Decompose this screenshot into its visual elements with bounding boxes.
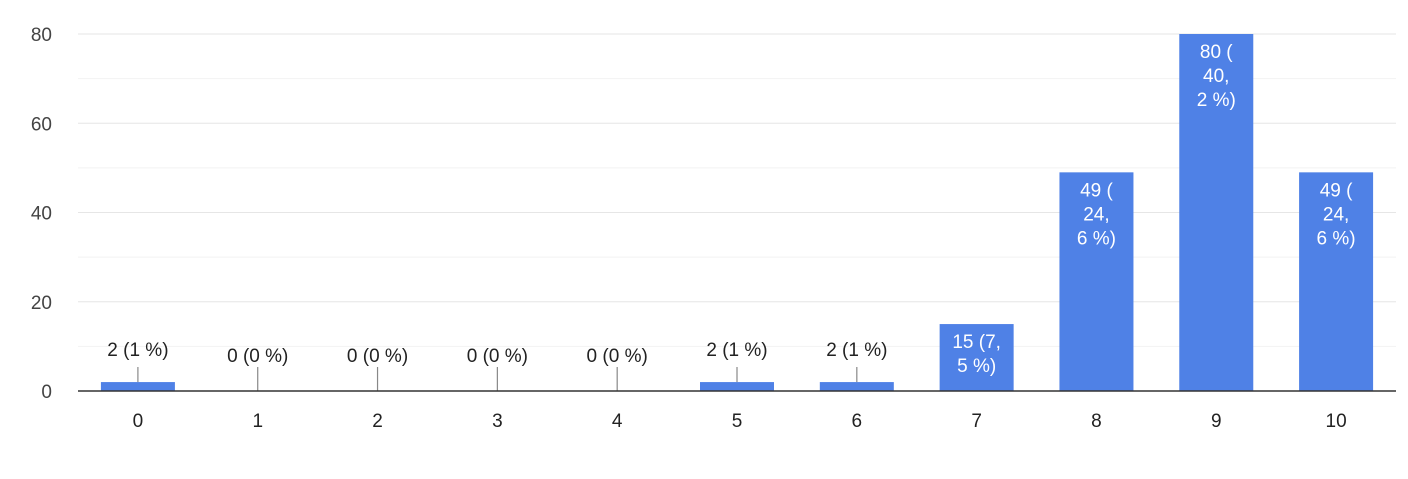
y-tick-label: 40: [31, 204, 52, 225]
y-tick-label: 0: [41, 382, 52, 403]
x-tick-label: 1: [252, 411, 263, 432]
y-tick-label: 20: [31, 293, 52, 314]
data-label: 2 (1 %): [826, 340, 887, 361]
bar: [700, 382, 774, 391]
x-tick-label: 4: [612, 411, 623, 432]
x-tick-label: 8: [1091, 411, 1102, 432]
bar: [819, 382, 894, 391]
x-tick-label: 7: [971, 411, 982, 432]
x-tick-label: 0: [133, 411, 144, 432]
data-label: 24,: [1083, 204, 1109, 225]
y-tick-label: 80: [31, 25, 52, 46]
x-tick-label: 10: [1326, 411, 1347, 432]
x-tick-label: 9: [1211, 411, 1222, 432]
x-tick-label: 3: [492, 411, 503, 432]
data-label: 2 (1 %): [706, 340, 767, 361]
bar: [1059, 172, 1134, 391]
bar: [1299, 172, 1374, 391]
data-label: 49 (: [1320, 180, 1353, 201]
data-label: 0 (0 %): [467, 346, 528, 367]
y-tick-label: 60: [31, 114, 52, 135]
x-tick-label: 6: [852, 411, 863, 432]
data-label: 0 (0 %): [227, 346, 288, 367]
bar: [939, 324, 1014, 391]
data-label: 40,: [1203, 66, 1229, 87]
data-label: 0 (0 %): [347, 346, 408, 367]
x-tick-label: 2: [372, 411, 383, 432]
data-label: 2 (1 %): [107, 340, 168, 361]
data-label: 2 %): [1197, 90, 1236, 111]
data-label: 6 %): [1077, 228, 1116, 249]
data-label: 15 (7,: [952, 332, 1001, 353]
bar: [100, 382, 175, 391]
data-label: 6 %): [1317, 228, 1356, 249]
data-label: 0 (0 %): [587, 346, 648, 367]
bar: [1179, 34, 1254, 391]
data-label: 24,: [1323, 204, 1349, 225]
data-label: 80 (: [1200, 42, 1233, 63]
x-tick-label: 5: [732, 411, 743, 432]
data-label: 5 %): [957, 356, 996, 377]
data-label: 49 (: [1080, 180, 1113, 201]
